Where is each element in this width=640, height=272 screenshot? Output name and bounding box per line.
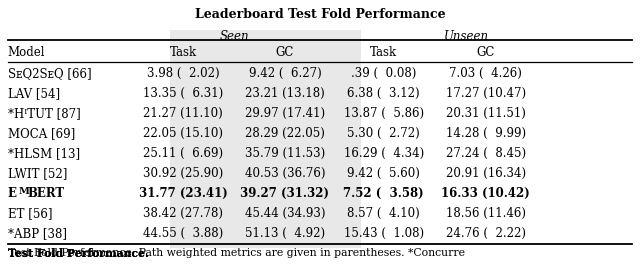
Text: 45.44 (34.93): 45.44 (34.93)	[244, 207, 325, 220]
Text: GC: GC	[276, 46, 294, 59]
Text: 9.42 (  5.60): 9.42 ( 5.60)	[348, 167, 420, 180]
Text: 7.03 (  4.26): 7.03 ( 4.26)	[449, 67, 522, 80]
Text: Seen: Seen	[219, 30, 249, 43]
Text: BERT: BERT	[28, 187, 65, 200]
Text: 30.92 (25.90): 30.92 (25.90)	[143, 167, 223, 180]
Text: LAV [54]: LAV [54]	[8, 87, 60, 100]
Text: Test Fold Performance.: Test Fold Performance.	[8, 248, 148, 259]
Text: ET [56]: ET [56]	[8, 207, 52, 220]
Text: 13.87 (  5.86): 13.87 ( 5.86)	[344, 107, 424, 120]
Text: M: M	[19, 187, 29, 196]
Text: 16.33 (10.42): 16.33 (10.42)	[442, 187, 530, 200]
Text: 21.27 (11.10): 21.27 (11.10)	[143, 107, 223, 120]
Text: SᴇQ2SᴇQ [66]: SᴇQ2SᴇQ [66]	[8, 67, 92, 80]
Text: 28.29 (22.05): 28.29 (22.05)	[245, 127, 325, 140]
Text: 20.91 (16.34): 20.91 (16.34)	[445, 167, 525, 180]
Text: Test Fold Performance.: Test Fold Performance.	[8, 248, 148, 259]
Text: 13.35 (  6.31): 13.35 ( 6.31)	[143, 87, 223, 100]
Text: 3.98 (  2.02): 3.98 ( 2.02)	[147, 67, 220, 80]
Text: 15.43 (  1.08): 15.43 ( 1.08)	[344, 227, 424, 240]
Text: Model: Model	[8, 46, 45, 59]
Text: 31.77 (23.41): 31.77 (23.41)	[139, 187, 227, 200]
Text: 7.52 (  3.58): 7.52 ( 3.58)	[344, 187, 424, 200]
Text: *HᴵTUT [87]: *HᴵTUT [87]	[8, 107, 81, 120]
Text: 14.28 (  9.99): 14.28 ( 9.99)	[445, 127, 525, 140]
Text: 9.42 (  6.27): 9.42 ( 6.27)	[248, 67, 321, 80]
Text: 22.05 (15.10): 22.05 (15.10)	[143, 127, 223, 140]
Text: 51.13 (  4.92): 51.13 ( 4.92)	[245, 227, 325, 240]
Text: .39 (  0.08): .39 ( 0.08)	[351, 67, 417, 80]
Text: Leaderboard Test Fold Performance: Leaderboard Test Fold Performance	[195, 8, 445, 21]
Text: 38.42 (27.78): 38.42 (27.78)	[143, 207, 223, 220]
Text: *ABP [38]: *ABP [38]	[8, 227, 67, 240]
Text: LWIT [52]: LWIT [52]	[8, 167, 67, 180]
Text: 18.56 (11.46): 18.56 (11.46)	[445, 207, 525, 220]
Text: 29.97 (17.41): 29.97 (17.41)	[245, 107, 325, 120]
Text: *HLSM [13]: *HLSM [13]	[8, 147, 80, 160]
Text: 27.24 (  8.45): 27.24 ( 8.45)	[445, 147, 525, 160]
FancyBboxPatch shape	[170, 30, 362, 248]
Text: GC: GC	[477, 46, 495, 59]
Text: MOCA [69]: MOCA [69]	[8, 127, 75, 140]
Text: Unseen: Unseen	[444, 30, 489, 43]
Text: 35.79 (11.53): 35.79 (11.53)	[245, 147, 325, 160]
Text: 44.55 (  3.88): 44.55 ( 3.88)	[143, 227, 223, 240]
Text: 6.38 (  3.12): 6.38 ( 3.12)	[348, 87, 420, 100]
Text: Task: Task	[170, 46, 196, 59]
Text: 23.21 (13.18): 23.21 (13.18)	[245, 87, 325, 100]
Text: 17.27 (10.47): 17.27 (10.47)	[445, 87, 525, 100]
Text: 20.31 (11.51): 20.31 (11.51)	[445, 107, 525, 120]
Text: 16.29 (  4.34): 16.29 ( 4.34)	[344, 147, 424, 160]
Text: 24.76 (  2.22): 24.76 ( 2.22)	[445, 227, 525, 240]
Text: Test Fold Performance. Path weighted metrics are given in parentheses. *Concurre: Test Fold Performance. Path weighted met…	[8, 248, 465, 258]
Text: E: E	[8, 187, 17, 200]
Text: 25.11 (  6.69): 25.11 ( 6.69)	[143, 147, 223, 160]
Text: Task: Task	[370, 46, 397, 59]
Text: 5.30 (  2.72): 5.30 ( 2.72)	[348, 127, 420, 140]
Text: 8.57 (  4.10): 8.57 ( 4.10)	[348, 207, 420, 220]
Text: 40.53 (36.76): 40.53 (36.76)	[244, 167, 325, 180]
Text: 39.27 (31.32): 39.27 (31.32)	[241, 187, 330, 200]
